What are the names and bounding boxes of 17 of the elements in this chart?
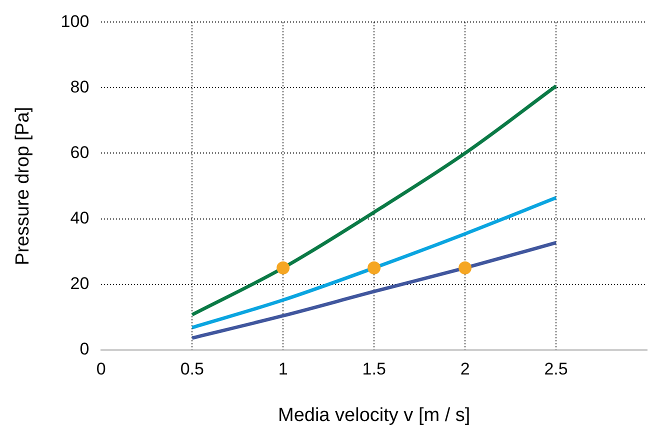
x-tick-label: 1 (278, 360, 288, 379)
x-tick-label: 2.5 (544, 360, 568, 379)
y-tick-label: 100 (60, 12, 90, 31)
x-tick-label: 1.5 (362, 360, 386, 379)
line-series (190, 84, 558, 316)
y-tick-label: 80 (70, 77, 90, 96)
x-tick-label: 2 (460, 360, 470, 379)
x-tick-label: 0.5 (180, 360, 204, 379)
y-tick-label: 60 (70, 142, 90, 162)
y-axis-title: Pressure drop [Pa] (12, 106, 34, 266)
line-series (190, 196, 558, 330)
x-tick-label: 0 (96, 360, 106, 379)
y-tick-label: 40 (70, 208, 90, 228)
y-tick-label: 20 (70, 274, 90, 293)
y-tick-label: 0 (80, 339, 90, 358)
x-axis-title: Media velocity v [m / s] (278, 404, 470, 426)
line-series (190, 240, 558, 340)
